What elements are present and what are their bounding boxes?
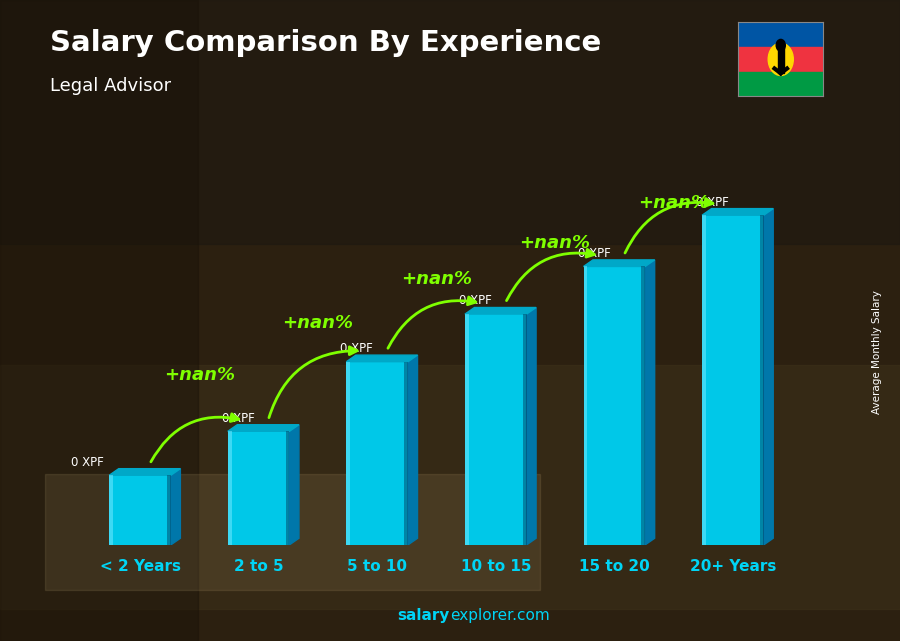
Text: 0 XPF: 0 XPF	[459, 294, 491, 308]
Bar	[228, 431, 290, 545]
Text: explorer.com: explorer.com	[450, 608, 550, 623]
Bar	[228, 431, 231, 545]
Bar	[583, 267, 645, 545]
Text: +nan%: +nan%	[164, 365, 235, 384]
Text: 0 XPF: 0 XPF	[697, 196, 729, 208]
Text: +nan%: +nan%	[283, 314, 354, 333]
Circle shape	[769, 43, 793, 76]
Bar	[167, 475, 171, 545]
Polygon shape	[645, 260, 654, 545]
Bar	[286, 431, 290, 545]
Polygon shape	[702, 208, 773, 215]
Bar	[738, 47, 824, 72]
Bar	[465, 314, 526, 545]
Bar	[346, 362, 350, 545]
Polygon shape	[228, 425, 299, 431]
Polygon shape	[526, 308, 536, 545]
Text: 0 XPF: 0 XPF	[578, 247, 610, 260]
Bar	[0, 0, 198, 641]
Bar	[0, 365, 900, 609]
Bar	[702, 215, 706, 545]
Polygon shape	[764, 208, 773, 545]
Bar	[760, 215, 764, 545]
Bar	[109, 475, 171, 545]
Polygon shape	[408, 355, 418, 545]
Text: +nan%: +nan%	[519, 234, 590, 252]
Text: Legal Advisor: Legal Advisor	[50, 77, 171, 95]
Polygon shape	[346, 355, 418, 362]
Text: +nan%: +nan%	[638, 194, 709, 212]
Bar	[465, 314, 469, 545]
Bar	[702, 215, 764, 545]
Bar	[738, 72, 824, 96]
Bar	[346, 362, 408, 545]
Bar	[45, 474, 540, 590]
Bar	[404, 362, 408, 545]
Text: Salary Comparison By Experience: Salary Comparison By Experience	[50, 29, 601, 57]
Text: 0 XPF: 0 XPF	[222, 412, 255, 425]
Polygon shape	[583, 260, 654, 267]
Polygon shape	[109, 469, 180, 475]
Bar	[109, 475, 112, 545]
Bar	[0, 0, 900, 244]
Text: Average Monthly Salary: Average Monthly Salary	[872, 290, 883, 415]
Bar	[778, 46, 784, 73]
Text: salary: salary	[398, 608, 450, 623]
Text: 0 XPF: 0 XPF	[70, 456, 104, 469]
Polygon shape	[465, 308, 536, 314]
Polygon shape	[290, 425, 299, 545]
Circle shape	[776, 39, 786, 51]
Bar	[642, 267, 645, 545]
Bar	[738, 22, 824, 47]
Bar	[583, 267, 587, 545]
Text: +nan%: +nan%	[401, 271, 472, 288]
Text: 0 XPF: 0 XPF	[340, 342, 374, 355]
Polygon shape	[171, 469, 180, 545]
Bar	[523, 314, 526, 545]
